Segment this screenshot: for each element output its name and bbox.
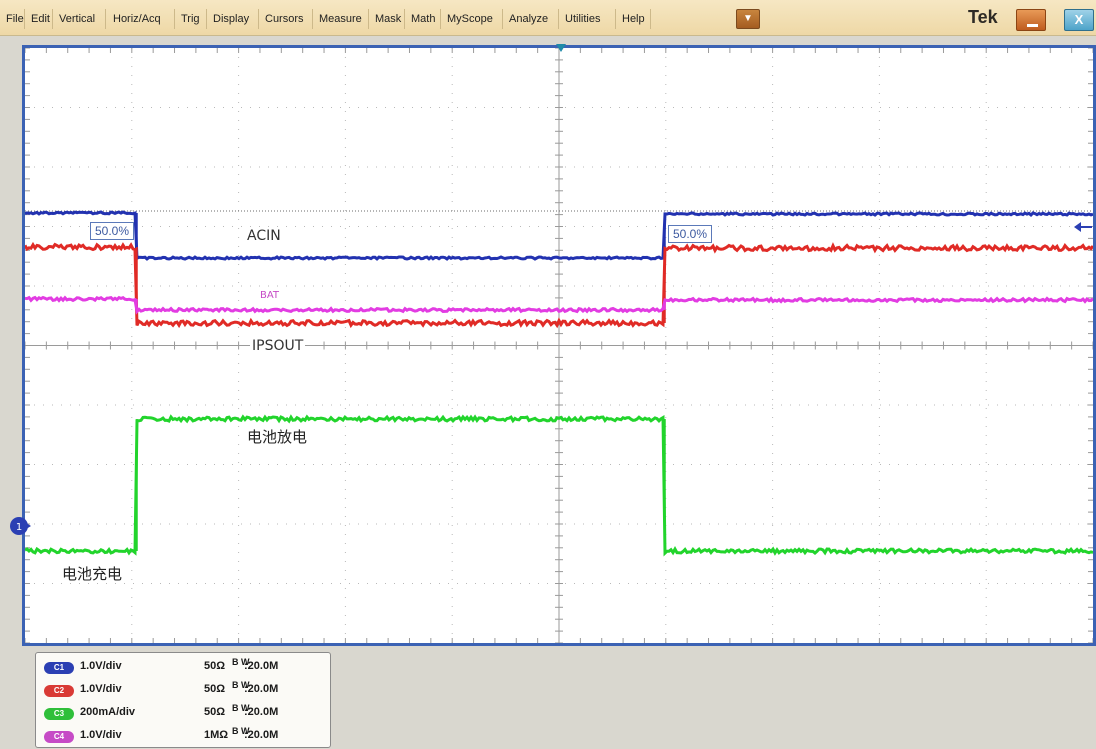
channel-row-c2[interactable]: C2 1.0V/div 50Ω B W :20.0M xyxy=(36,680,332,702)
channel-scale: 1.0V/div xyxy=(80,729,122,741)
ipsout-label: IPSOUT xyxy=(250,338,306,354)
minimize-icon xyxy=(1027,24,1038,27)
channel-scale: 1.0V/div xyxy=(80,683,122,695)
menu-cursors[interactable]: Cursors xyxy=(265,13,304,25)
ch4-bat-trace xyxy=(25,295,1093,315)
menu-separator xyxy=(24,9,25,29)
menu-separator xyxy=(52,9,53,29)
channel-badge-c3[interactable]: C3 xyxy=(44,708,74,720)
menu-horiz-acq[interactable]: Horiz/Acq xyxy=(113,13,161,25)
menu-separator xyxy=(404,9,405,29)
menu-myscope[interactable]: MyScope xyxy=(447,13,493,25)
channel-impedance: 1MΩ xyxy=(204,729,229,741)
menu-separator xyxy=(258,9,259,29)
trigger-position-icon xyxy=(556,44,566,52)
menu-help[interactable]: Help xyxy=(622,13,645,25)
channel-badge-c2[interactable]: C2 xyxy=(44,685,74,697)
bat-label: BAT xyxy=(260,290,280,301)
bandwidth-icon: B W xyxy=(232,703,250,713)
menu-bar: File Edit Vertical Horiz/Acq Trig Displa… xyxy=(0,0,1096,36)
ch3-current-trace xyxy=(25,414,1093,557)
tek-logo: Tek xyxy=(968,7,998,27)
channel-row-c1[interactable]: C1 1.0V/div 50Ω B W :20.0M xyxy=(36,657,332,679)
bandwidth-icon: B W xyxy=(232,657,250,667)
battery-discharge-label: 电池放电 xyxy=(247,428,308,446)
channel-impedance: 50Ω xyxy=(204,660,226,672)
acin-label: ACIN xyxy=(247,228,281,244)
channel-badge-c4[interactable]: C4 xyxy=(44,731,74,743)
channel-row-c3[interactable]: C3 200mA/div 50Ω B W :20.0M xyxy=(36,703,332,725)
graticule-svg xyxy=(25,48,1093,643)
menu-separator xyxy=(174,9,175,29)
menu-analyze[interactable]: Analyze xyxy=(509,13,549,25)
close-button[interactable]: X xyxy=(1064,9,1094,31)
menu-mask[interactable]: Mask xyxy=(375,13,402,25)
menu-separator xyxy=(206,9,207,29)
menu-math[interactable]: Math xyxy=(411,13,436,25)
menu-separator xyxy=(502,9,503,29)
menu-separator xyxy=(105,9,106,29)
menu-separator xyxy=(650,9,651,29)
channel-row-c4[interactable]: C4 1.0V/div 1MΩ B W :20.0M xyxy=(36,726,332,748)
menu-utilities[interactable]: Utilities xyxy=(565,13,601,25)
ch1-acin-trace xyxy=(25,210,1093,261)
menu-trig[interactable]: Trig xyxy=(181,13,200,25)
channel-bandwidth: :20.0M xyxy=(244,683,279,695)
channel-scale: 200mA/div xyxy=(80,706,136,718)
channel-scale: 1.0V/div xyxy=(80,660,122,672)
menu-dropdown-arrow-icon[interactable]: ▼ xyxy=(736,9,760,29)
menu-separator xyxy=(615,9,616,29)
menu-vertical[interactable]: Vertical xyxy=(59,13,96,25)
menu-separator xyxy=(368,9,369,29)
left-margin-strip xyxy=(0,36,22,646)
menu-separator xyxy=(558,9,559,29)
channel-bandwidth: :20.0M xyxy=(244,729,279,741)
channel-bandwidth: :20.0M xyxy=(244,660,279,672)
waveform-display[interactable] xyxy=(22,45,1096,646)
ch1-ground-marker-icon[interactable]: 1 xyxy=(9,515,31,537)
menu-separator xyxy=(440,9,441,29)
channel-impedance: 50Ω xyxy=(204,683,226,695)
menu-measure[interactable]: Measure xyxy=(319,13,362,25)
channel-badge-c1[interactable]: C1 xyxy=(44,662,74,674)
menu-edit[interactable]: Edit xyxy=(31,13,50,25)
menu-display[interactable]: Display xyxy=(213,13,250,25)
battery-charge-label: 电池充电 xyxy=(62,565,123,583)
trigger-level-readout-left[interactable]: 50.0% xyxy=(90,222,135,240)
trigger-level-arrow-icon[interactable] xyxy=(1074,221,1092,233)
channel-impedance: 50Ω xyxy=(204,706,226,718)
trigger-level-readout-right[interactable]: 50.0% xyxy=(668,225,713,243)
menu-file[interactable]: File xyxy=(6,13,24,25)
channel-bandwidth: :20.0M xyxy=(244,706,279,718)
minimize-button[interactable] xyxy=(1016,9,1046,31)
ch2-ipsout-trace xyxy=(25,241,1093,329)
channel-settings-panel: C1 1.0V/div 50Ω B W :20.0M C2 1.0V/div 5… xyxy=(35,652,331,748)
menu-separator xyxy=(312,9,313,29)
bandwidth-icon: B W xyxy=(232,726,250,736)
bandwidth-icon: B W xyxy=(232,680,250,690)
ch1-marker-label: 1 xyxy=(16,522,22,533)
